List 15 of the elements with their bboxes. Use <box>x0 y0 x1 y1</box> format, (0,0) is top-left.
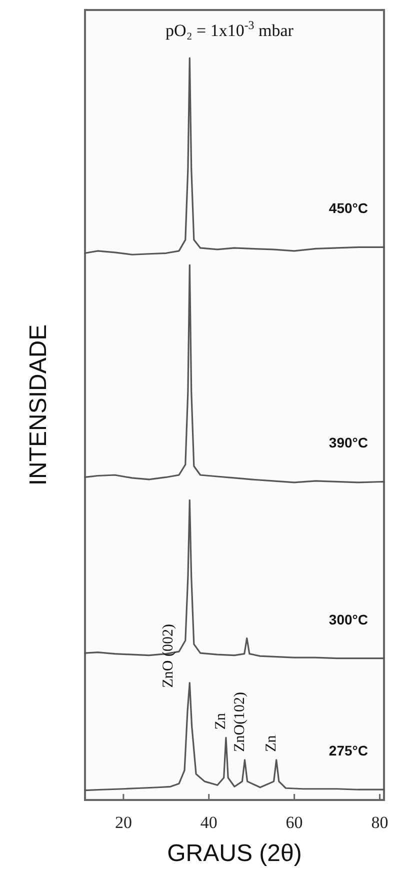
annotation: ZnO(102) <box>232 692 248 752</box>
text: 300°C <box>328 611 368 628</box>
x-tick-label: 20 <box>114 813 132 832</box>
annotation: Zn <box>212 712 229 730</box>
annotation: Zn <box>263 734 280 752</box>
text: 390°C <box>328 434 368 451</box>
x-tick-label: 40 <box>200 813 218 832</box>
x-tick-label: 80 <box>371 813 388 832</box>
y-axis-title: INTENSIDADE <box>25 324 52 486</box>
annotation: ZnO (002) <box>160 624 177 688</box>
text: 450°C <box>328 200 368 216</box>
x-tick-label: 60 <box>286 813 303 832</box>
text: pO₂ = 1x10$^{-3}$ mbar <box>166 18 294 40</box>
text: 275°C <box>328 742 368 759</box>
x-axis-title: GRAUS (2θ) <box>167 840 302 867</box>
